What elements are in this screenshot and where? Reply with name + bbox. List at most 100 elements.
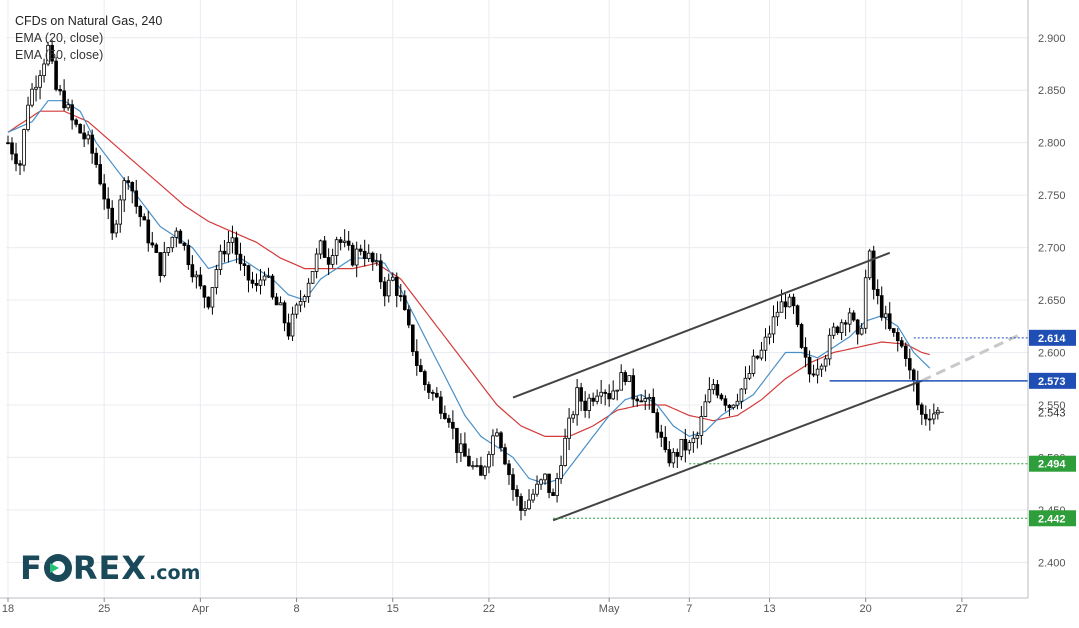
candle [82, 124, 86, 148]
candle [547, 473, 551, 499]
candle [875, 279, 880, 305]
candle [14, 142, 18, 172]
candle [102, 174, 106, 210]
candle [715, 379, 720, 399]
candle [611, 380, 615, 401]
logo-brand-left: F [20, 549, 43, 587]
y-tick-label: 2.850 [1038, 85, 1066, 97]
candle [451, 410, 455, 440]
candle [539, 478, 543, 490]
x-tick-label: 13 [763, 603, 775, 615]
candle [250, 271, 255, 289]
candle [374, 253, 379, 267]
candle [114, 220, 119, 238]
candle [663, 426, 668, 453]
candle [583, 391, 587, 418]
candle [378, 253, 383, 289]
candle [711, 378, 716, 395]
candle [455, 427, 459, 464]
candle [535, 475, 539, 497]
time-axis[interactable]: 18 25 Apr 8 15 22 May 7 13 20 27 [0, 597, 1028, 615]
x-tick-label: 7 [686, 603, 692, 615]
candle [891, 328, 896, 337]
candle [330, 248, 335, 268]
price-axis[interactable]: 2.4002.4502.5002.5502.6002.6502.7002.750… [1027, 0, 1076, 598]
candle [675, 448, 680, 468]
candle [46, 41, 50, 67]
candle [687, 439, 692, 455]
candle [106, 187, 111, 220]
candle [178, 229, 183, 244]
candle [443, 405, 447, 420]
candle [639, 394, 644, 403]
candle [350, 242, 355, 267]
candle [479, 456, 483, 476]
candle [262, 271, 267, 286]
candle [202, 284, 207, 309]
candle [402, 290, 407, 311]
y-tick-label: 2.650 [1038, 295, 1066, 307]
candle [334, 236, 339, 265]
candle [274, 293, 279, 306]
level-badge-label: 2.442 [1038, 513, 1066, 525]
candle [126, 176, 131, 190]
candle [531, 488, 535, 503]
candle [158, 252, 163, 283]
candle [366, 244, 371, 263]
candle [919, 402, 924, 425]
candle [471, 461, 475, 470]
y-tick-label: 2.600 [1038, 348, 1066, 360]
last-price-label: 2.543 [1038, 407, 1066, 419]
candle [523, 500, 527, 516]
candle [394, 272, 399, 308]
candle [42, 58, 46, 83]
candle [735, 393, 740, 410]
candle [74, 118, 78, 128]
candle [603, 389, 607, 406]
candle [198, 267, 203, 290]
x-tick-label: 15 [387, 603, 399, 615]
candle [346, 230, 351, 251]
candle [691, 431, 696, 453]
candle [771, 305, 776, 344]
level-badge-label: 2.614 [1038, 333, 1066, 345]
candle [932, 403, 936, 425]
candle [643, 389, 648, 411]
candle [911, 368, 916, 392]
candle [314, 248, 319, 279]
logo-dotcom: .com [149, 562, 201, 584]
logo-brand-right: REX [72, 549, 148, 587]
y-tick-label: 2.550 [1038, 400, 1066, 412]
candle [635, 395, 640, 407]
candle [527, 489, 531, 511]
x-tick-label: 20 [860, 603, 872, 615]
candle [599, 379, 603, 404]
candle [819, 363, 824, 377]
candle [154, 242, 159, 254]
candle [182, 242, 187, 251]
candle [759, 341, 764, 361]
candle [186, 239, 191, 270]
candle [431, 389, 435, 401]
candle [655, 408, 660, 439]
candle [831, 322, 836, 339]
candle [162, 241, 167, 278]
candle [50, 39, 54, 65]
candle [647, 393, 652, 410]
candle [94, 147, 98, 168]
candle [222, 239, 227, 263]
x-tick-label: Apr [192, 603, 209, 615]
candle [519, 493, 523, 521]
candle [266, 267, 271, 279]
candle [290, 306, 295, 341]
x-tick-label: 8 [294, 603, 300, 615]
candle [415, 339, 419, 376]
candle [815, 358, 820, 384]
candle [591, 392, 595, 407]
y-tick-label: 2.750 [1038, 190, 1066, 202]
candle [338, 236, 343, 251]
candle [855, 318, 860, 345]
level-badge [1029, 372, 1076, 389]
candle [130, 181, 135, 204]
